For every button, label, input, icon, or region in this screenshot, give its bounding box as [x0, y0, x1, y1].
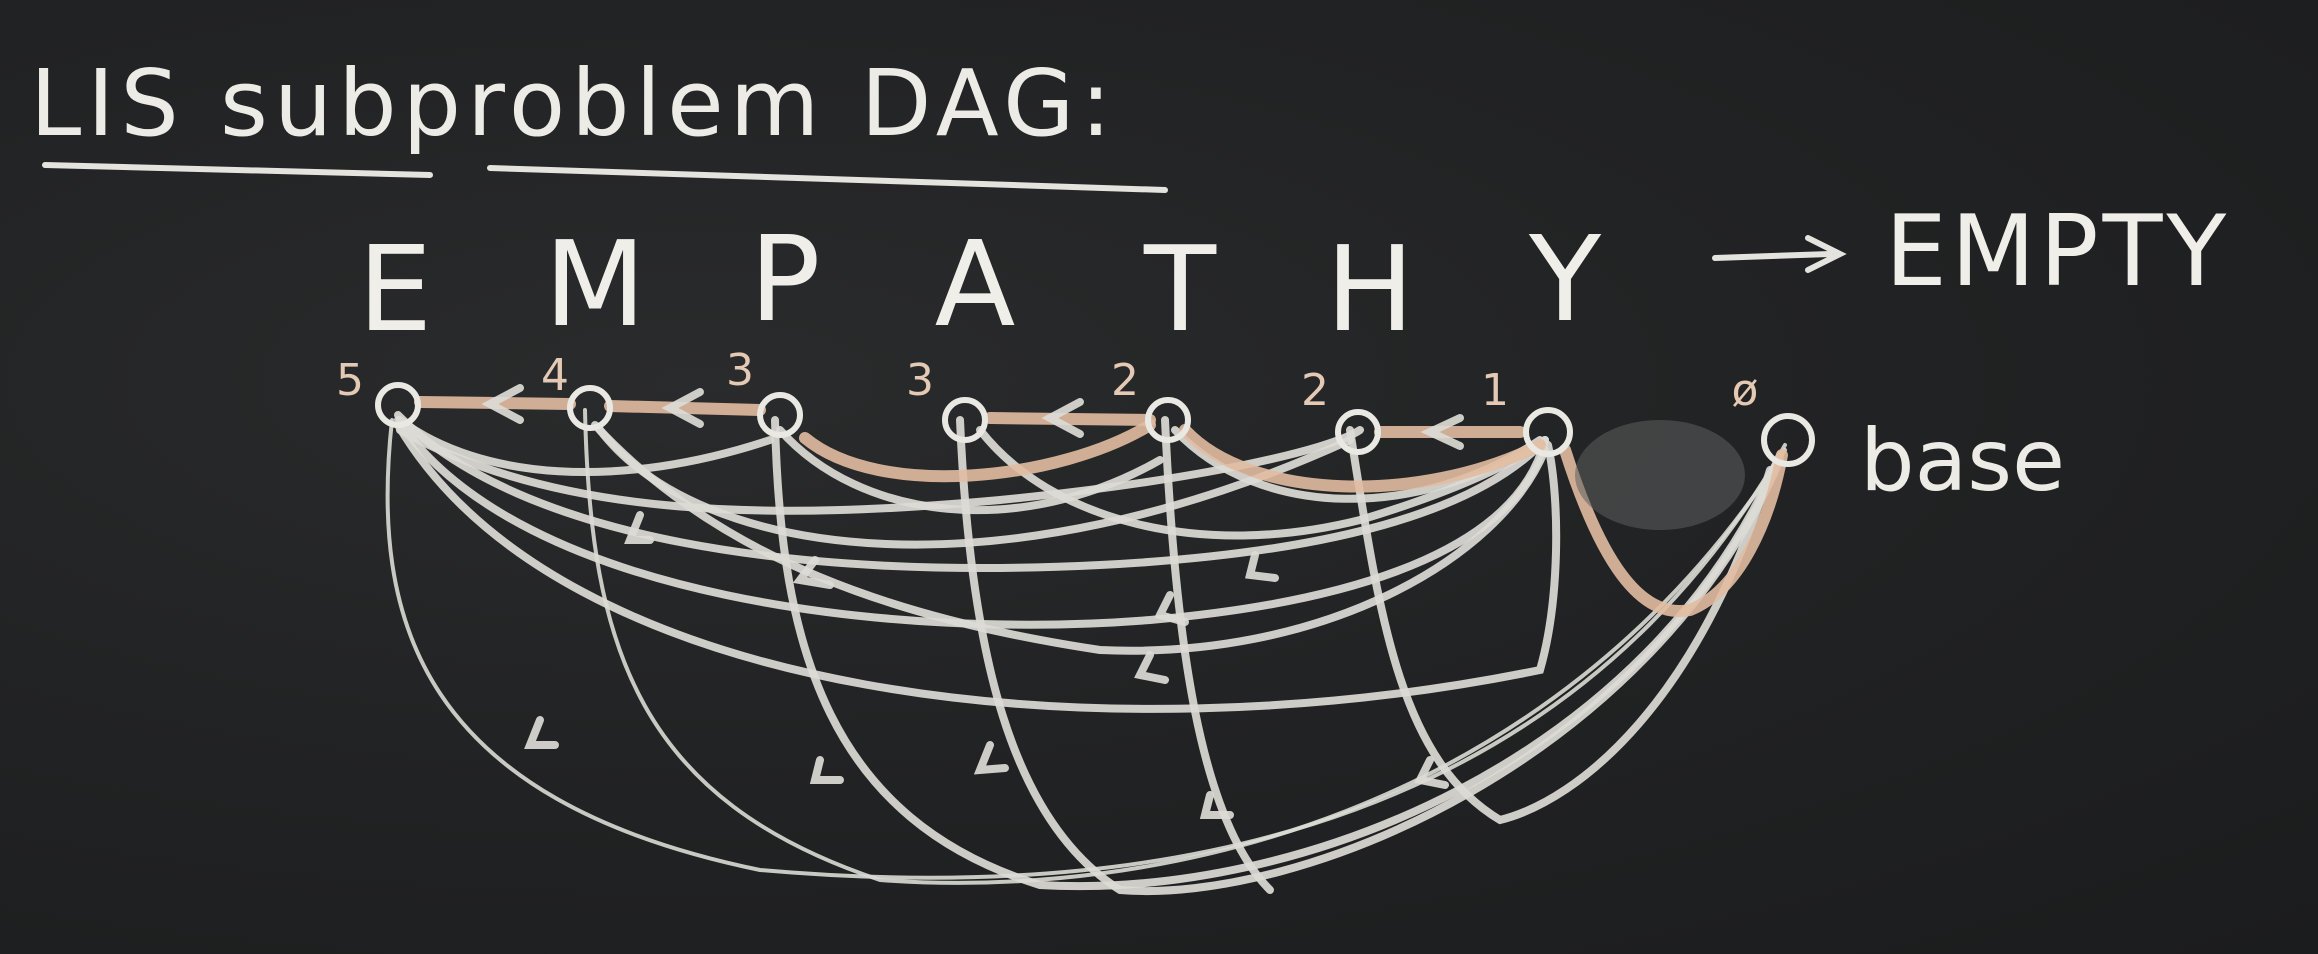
node-p — [757, 392, 803, 438]
letter-h: H — [1326, 220, 1415, 358]
arrowhead-12 — [1199, 791, 1234, 819]
node-label-base: ø — [1732, 365, 1759, 416]
node-h — [1335, 409, 1381, 455]
arrowhead-13 — [1414, 756, 1449, 789]
empty-arrow-shaft — [1712, 251, 1833, 261]
arrowhead-2 — [661, 388, 704, 428]
arrowhead-7 — [1154, 591, 1189, 626]
letter-y: Y — [1528, 210, 1602, 348]
node-e — [375, 382, 421, 428]
node-label-a: 3 — [906, 355, 934, 406]
node-label-p: 3 — [726, 345, 754, 396]
letter-e: E — [358, 220, 433, 358]
top-edges — [414, 396, 1788, 618]
letter-p: P — [749, 210, 820, 348]
edge-p-t — [799, 419, 1156, 483]
arc-p-t — [776, 426, 1164, 515]
arrowhead-9 — [524, 716, 559, 749]
arc-e-h — [396, 426, 1364, 515]
arrowhead-11 — [973, 741, 1009, 775]
title-underline-1 — [42, 162, 433, 178]
edge-m-p — [604, 400, 766, 416]
edge-t-y — [1179, 424, 1546, 493]
arc-e-base — [385, 418, 1787, 880]
letter-t: T — [1143, 220, 1217, 358]
dag-nodes — [375, 382, 1815, 467]
word-letters: E M P A T H Y — [358, 210, 1602, 358]
arrowheads — [481, 384, 1464, 819]
diagram-title: LIS subproblem DAG: — [30, 50, 1117, 157]
node-base — [1761, 413, 1815, 467]
arc-e-p — [396, 416, 774, 476]
arrowhead-4 — [1420, 414, 1464, 450]
arrowhead-10 — [809, 756, 844, 784]
arc-a-base — [956, 416, 1784, 895]
arc-e-y-lower — [394, 421, 1561, 713]
arrowhead-1 — [481, 384, 524, 424]
node-label-y: 1 — [1481, 365, 1509, 416]
arrowhead-14 — [1134, 651, 1169, 684]
node-a — [942, 397, 988, 443]
arc-m-base — [583, 408, 1787, 885]
arc-e-y-mid — [394, 411, 1549, 572]
arrowhead-3 — [1041, 398, 1084, 438]
node-label-e: 5 — [336, 355, 364, 406]
edge-a-t — [984, 412, 1156, 426]
node-label-m: 4 — [541, 350, 569, 401]
base-label: base — [1860, 411, 2065, 511]
node-t — [1145, 397, 1191, 443]
node-label-t: 2 — [1111, 355, 1139, 406]
node-label-h: 2 — [1301, 365, 1329, 416]
node-y — [1523, 407, 1573, 457]
title-underline-2 — [487, 165, 1168, 193]
arc-e-y-low — [394, 416, 1549, 629]
eraser-smudge — [1575, 420, 1745, 530]
node-labels: 5 4 3 3 2 2 1 ø — [336, 345, 1758, 416]
arc-m-h — [596, 426, 1354, 549]
arc-m-y — [591, 421, 1549, 655]
node-m — [567, 385, 613, 431]
letter-a: A — [935, 215, 1016, 353]
arrowhead-6 — [792, 556, 834, 589]
letter-m: M — [544, 215, 646, 353]
arrowhead-5 — [624, 511, 654, 544]
middle-arcs — [394, 411, 1561, 713]
empty-arrow-head — [1805, 235, 1847, 273]
empty-label: EMPTY — [1885, 195, 2230, 309]
arrowhead-8 — [1245, 551, 1279, 582]
edge-y-base — [1559, 444, 1788, 618]
